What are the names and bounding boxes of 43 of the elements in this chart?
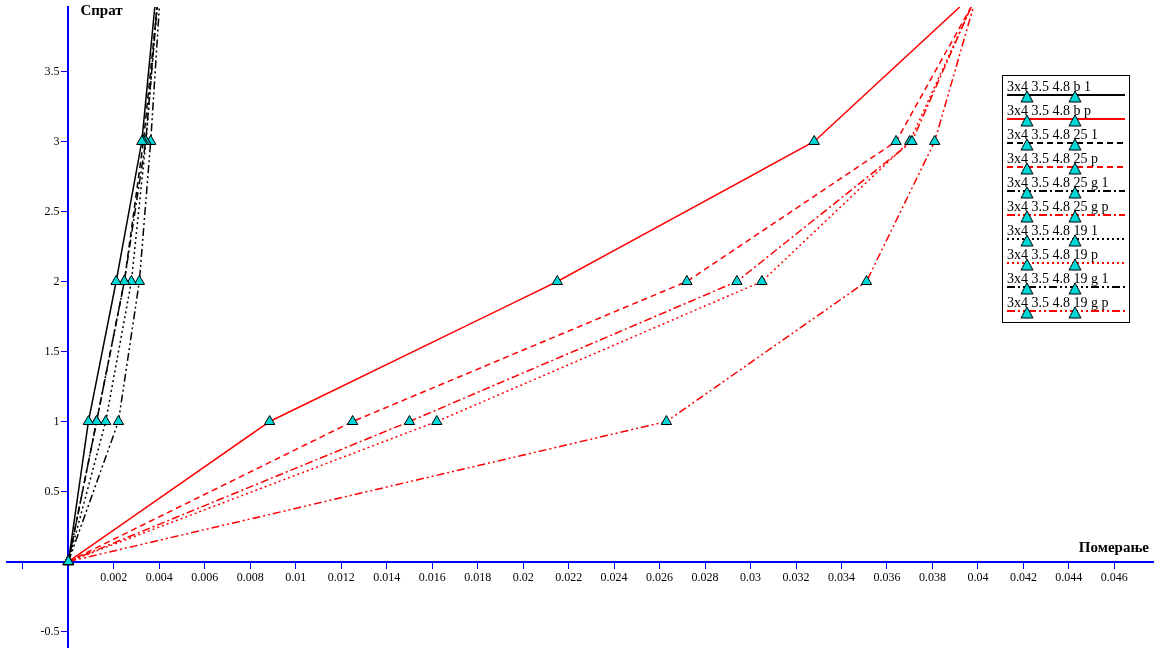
legend-label: 3x4 3.5 4.8 25 g p — [1007, 199, 1110, 215]
x-tick-label: 0.038 — [918, 569, 946, 584]
legend-label: 3x4 3.5 4.8 19 g 1 — [1007, 271, 1110, 287]
text: 3x4 3.5 4.8 b 1 — [1007, 79, 1092, 95]
y-tick-label: 3 — [53, 133, 60, 148]
y-tick-label: 1 — [53, 413, 60, 428]
x-tick-label: 0.016 — [418, 569, 446, 584]
x-tick-label: 0.008 — [236, 569, 264, 584]
x-tick-label: 0.024 — [600, 569, 628, 584]
y-tick-label: 2 — [53, 273, 60, 288]
y-tick-label: 2.5 — [44, 203, 60, 218]
x-tick-label: 0.02 — [512, 569, 534, 584]
x-axis-title: Померање — [1078, 538, 1150, 555]
legend-label: 3x4 3.5 4.8 b p — [1007, 103, 1092, 119]
y-axis-title: Спрат — [80, 2, 124, 19]
legend-label: 3x4 3.5 4.8 19 1 — [1007, 223, 1099, 239]
x-tick-label: 0.036 — [873, 569, 901, 584]
legend-label: 3x4 3.5 4.8 25 g 1 — [1007, 175, 1110, 191]
y-tick-label: 1.5 — [44, 343, 60, 358]
y-tick-label: -0.5 — [40, 623, 60, 638]
x-tick-label: 0.012 — [327, 569, 355, 584]
y-tick-label: 3.5 — [44, 63, 60, 78]
x-tick-label: 0.03 — [740, 569, 762, 584]
x-tick-label: 0.022 — [555, 569, 583, 584]
legend-label: 3x4 3.5 4.8 19 p — [1007, 247, 1099, 263]
x-tick-label: 0.01 — [285, 569, 307, 584]
legend-label: 3x4 3.5 4.8 25 p — [1007, 151, 1099, 167]
x-tick-label: 0.004 — [145, 569, 173, 584]
x-tick-label: 0.034 — [827, 569, 855, 584]
y-tick-label: 0.5 — [44, 483, 60, 498]
legend-label: 3x4 3.5 4.8 25 1 — [1007, 127, 1099, 143]
x-tick-label: 0.042 — [1009, 569, 1037, 584]
x-tick-label: 0.014 — [373, 569, 401, 584]
x-tick-label: 0.04 — [967, 569, 989, 584]
x-tick-label: 0.006 — [191, 569, 219, 584]
x-tick-label: 0.044 — [1055, 569, 1083, 584]
x-tick-label: 0.026 — [646, 569, 674, 584]
x-tick-label: 0.002 — [100, 569, 128, 584]
x-tick-label: 0.028 — [691, 569, 719, 584]
x-tick-label: 0.046 — [1100, 569, 1128, 584]
x-tick-label: 0.032 — [782, 569, 810, 584]
legend-label: 3x4 3.5 4.8 19 g p — [1007, 295, 1110, 311]
x-tick-label: 0.018 — [464, 569, 492, 584]
